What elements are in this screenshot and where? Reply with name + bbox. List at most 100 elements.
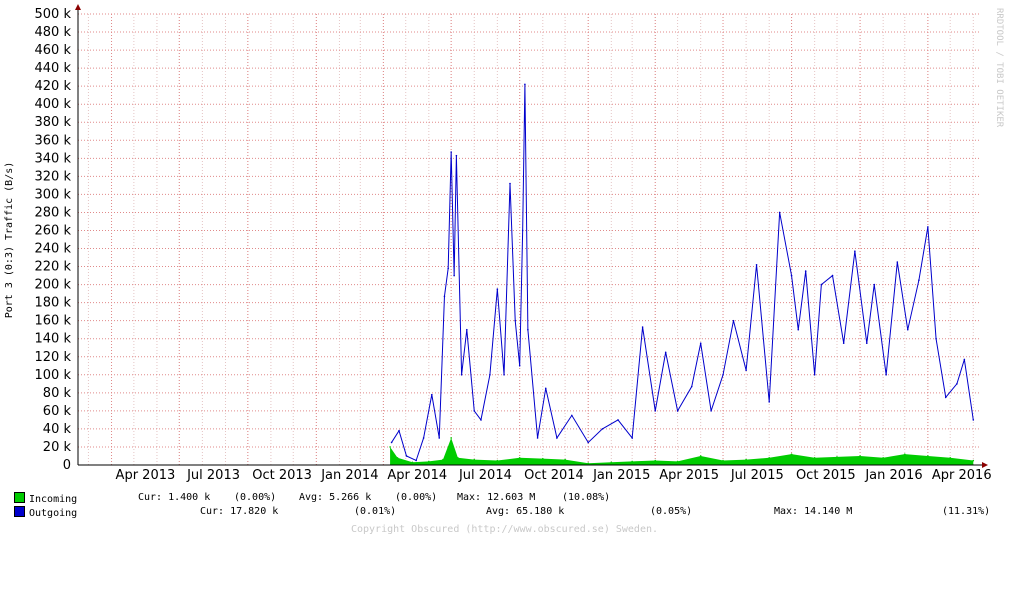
outgoing-point bbox=[514, 319, 517, 322]
y-tick-label: 260 k bbox=[35, 223, 72, 238]
y-tick-label: 140 k bbox=[35, 332, 72, 347]
x-axis-arrow bbox=[982, 462, 988, 468]
outgoing-point bbox=[527, 328, 529, 331]
outgoing-point bbox=[854, 250, 856, 253]
x-tick-label: Jul 2015 bbox=[730, 468, 784, 483]
legend-avg-pct: (0.05%) bbox=[650, 506, 693, 517]
y-tick-label: 420 k bbox=[35, 79, 72, 94]
incoming-point bbox=[473, 458, 476, 461]
y-tick-label: 160 k bbox=[35, 314, 72, 329]
y-tick-label: 360 k bbox=[35, 133, 72, 148]
incoming-point bbox=[836, 456, 838, 458]
outgoing-point bbox=[415, 459, 417, 462]
outgoing-point bbox=[710, 410, 712, 412]
x-tick-label: Jan 2014 bbox=[320, 468, 378, 483]
outgoing-point bbox=[813, 374, 816, 376]
y-tick-label: 200 k bbox=[35, 278, 72, 293]
y-axis-ticks: 0 20 k 40 k 60 k 80 k 100 k 120 k 140 k 160 k 180… bbox=[35, 7, 72, 473]
outgoing-point bbox=[617, 419, 619, 421]
outgoing-point bbox=[918, 279, 920, 281]
legend-label: Outgoing bbox=[29, 508, 78, 519]
outgoing-point bbox=[768, 401, 771, 403]
outgoing-point bbox=[422, 437, 425, 439]
outgoing-point bbox=[587, 441, 590, 444]
outgoing-point bbox=[755, 263, 758, 266]
outgoing-point bbox=[927, 226, 929, 228]
x-tick-label: Apr 2013 bbox=[116, 468, 176, 483]
x-tick-label: Apr 2016 bbox=[932, 468, 992, 483]
traffic-chart: 0 20 k 40 k 60 k 80 k 100 k 120 k 140 k 160 k 180… bbox=[4, 4, 1004, 483]
legend-incoming: Incoming Cur: 1.400 k (0.00%) Avg: 5.266… bbox=[14, 492, 994, 505]
outgoing-point bbox=[518, 364, 521, 367]
outgoing-point bbox=[732, 319, 735, 322]
incoming-point bbox=[457, 456, 459, 459]
incoming-point bbox=[722, 459, 724, 462]
outgoing-point bbox=[450, 151, 452, 153]
legend-cur: Cur: 1.400 k bbox=[138, 492, 211, 503]
outgoing-point bbox=[524, 83, 526, 86]
x-tick-label: Oct 2015 bbox=[796, 468, 856, 483]
y-tick-label: 0 bbox=[63, 458, 71, 473]
incoming-swatch bbox=[14, 492, 25, 503]
outgoing-point bbox=[906, 328, 909, 331]
incoming-point bbox=[631, 460, 633, 463]
legend-cur-pct: (0.01%) bbox=[354, 506, 397, 517]
incoming-point bbox=[411, 461, 414, 464]
watermark: RRDTOOL / TOBI OETIKER bbox=[994, 8, 1004, 128]
outgoing-point bbox=[390, 441, 393, 444]
outgoing-point bbox=[885, 374, 887, 376]
incoming-point bbox=[496, 459, 499, 462]
outgoing-point bbox=[935, 337, 937, 340]
y-tick-label: 480 k bbox=[35, 25, 72, 40]
outgoing-point bbox=[865, 342, 868, 345]
outgoing-point bbox=[778, 211, 781, 214]
outgoing-point bbox=[455, 154, 458, 157]
x-tick-label: Apr 2014 bbox=[387, 468, 447, 483]
outgoing-point bbox=[831, 274, 834, 277]
legend-cur-pct: (0.00%) bbox=[234, 492, 277, 503]
outgoing-point bbox=[722, 374, 724, 376]
outgoing-point bbox=[820, 283, 823, 286]
incoming-point bbox=[903, 453, 906, 455]
y-tick-label: 40 k bbox=[43, 422, 72, 437]
incoming-point bbox=[790, 453, 793, 455]
outgoing-point bbox=[460, 374, 463, 376]
incoming-point bbox=[699, 455, 702, 457]
outgoing-point bbox=[430, 393, 433, 396]
outgoing-point bbox=[503, 374, 505, 376]
outgoing-point bbox=[676, 410, 679, 412]
y-tick-label: 120 k bbox=[35, 350, 72, 365]
incoming-point bbox=[396, 456, 399, 459]
incoming-point bbox=[518, 456, 521, 459]
outgoing-point bbox=[473, 410, 476, 412]
outgoing-point bbox=[690, 385, 693, 388]
legend-cur: Cur: 17.820 k bbox=[200, 506, 279, 517]
y-tick-label: 280 k bbox=[35, 205, 72, 220]
x-tick-label: Jan 2015 bbox=[592, 468, 650, 483]
y-tick-label: 300 k bbox=[35, 187, 72, 202]
outgoing-point bbox=[842, 342, 845, 345]
y-tick-label: 500 k bbox=[35, 7, 72, 22]
outgoing-point bbox=[544, 387, 547, 390]
x-tick-label: Jul 2014 bbox=[458, 468, 512, 483]
y-tick-label: 100 k bbox=[35, 368, 72, 383]
incoming-point bbox=[927, 455, 929, 457]
incoming-series-area bbox=[390, 437, 974, 465]
outgoing-point bbox=[797, 328, 800, 331]
outgoing-point bbox=[405, 455, 408, 457]
outgoing-point bbox=[556, 437, 558, 439]
legend-avg-pct: (0.00%) bbox=[395, 492, 438, 503]
incoming-point bbox=[813, 456, 816, 459]
incoming-point bbox=[442, 458, 444, 461]
legend-avg: Avg: 5.266 k bbox=[299, 492, 372, 503]
incoming-point bbox=[676, 460, 679, 463]
y-tick-label: 180 k bbox=[35, 296, 72, 311]
outgoing-point bbox=[438, 437, 441, 439]
y-tick-label: 440 k bbox=[35, 61, 72, 76]
outgoing-point bbox=[972, 419, 975, 421]
legend-max: Max: 14.140 M bbox=[774, 506, 853, 517]
incoming-point bbox=[654, 459, 657, 462]
outgoing-point bbox=[571, 414, 573, 417]
outgoing-point bbox=[536, 437, 539, 439]
y-tick-label: 80 k bbox=[43, 386, 72, 401]
